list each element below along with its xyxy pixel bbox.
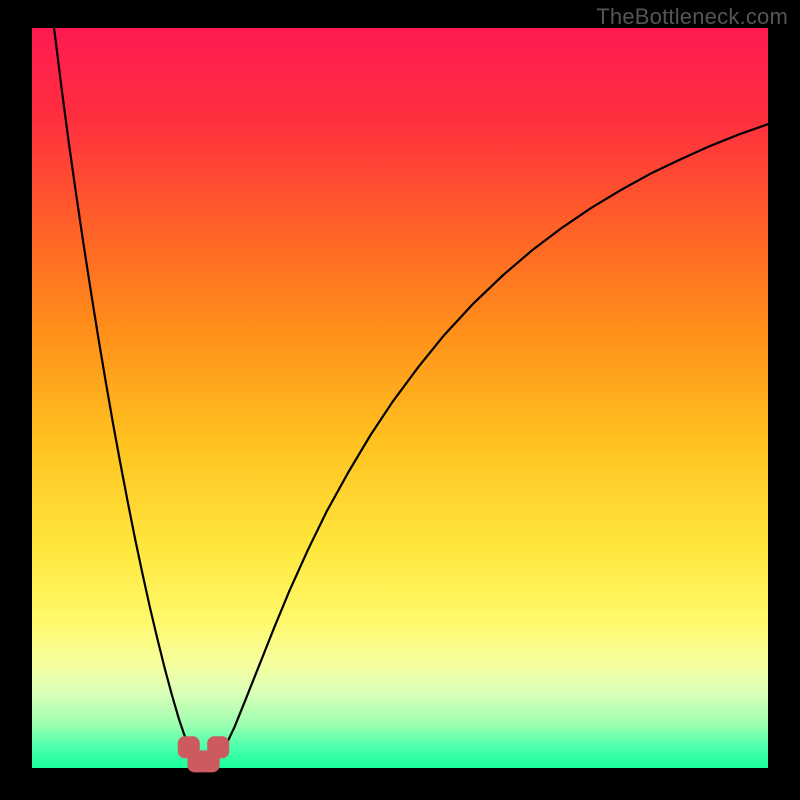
bottleneck-curve-chart: [0, 0, 800, 800]
marker-point: [207, 736, 229, 758]
watermark-text: TheBottleneck.com: [596, 4, 788, 30]
chart-container: TheBottleneck.com: [0, 0, 800, 800]
plot-background-gradient: [32, 28, 768, 768]
